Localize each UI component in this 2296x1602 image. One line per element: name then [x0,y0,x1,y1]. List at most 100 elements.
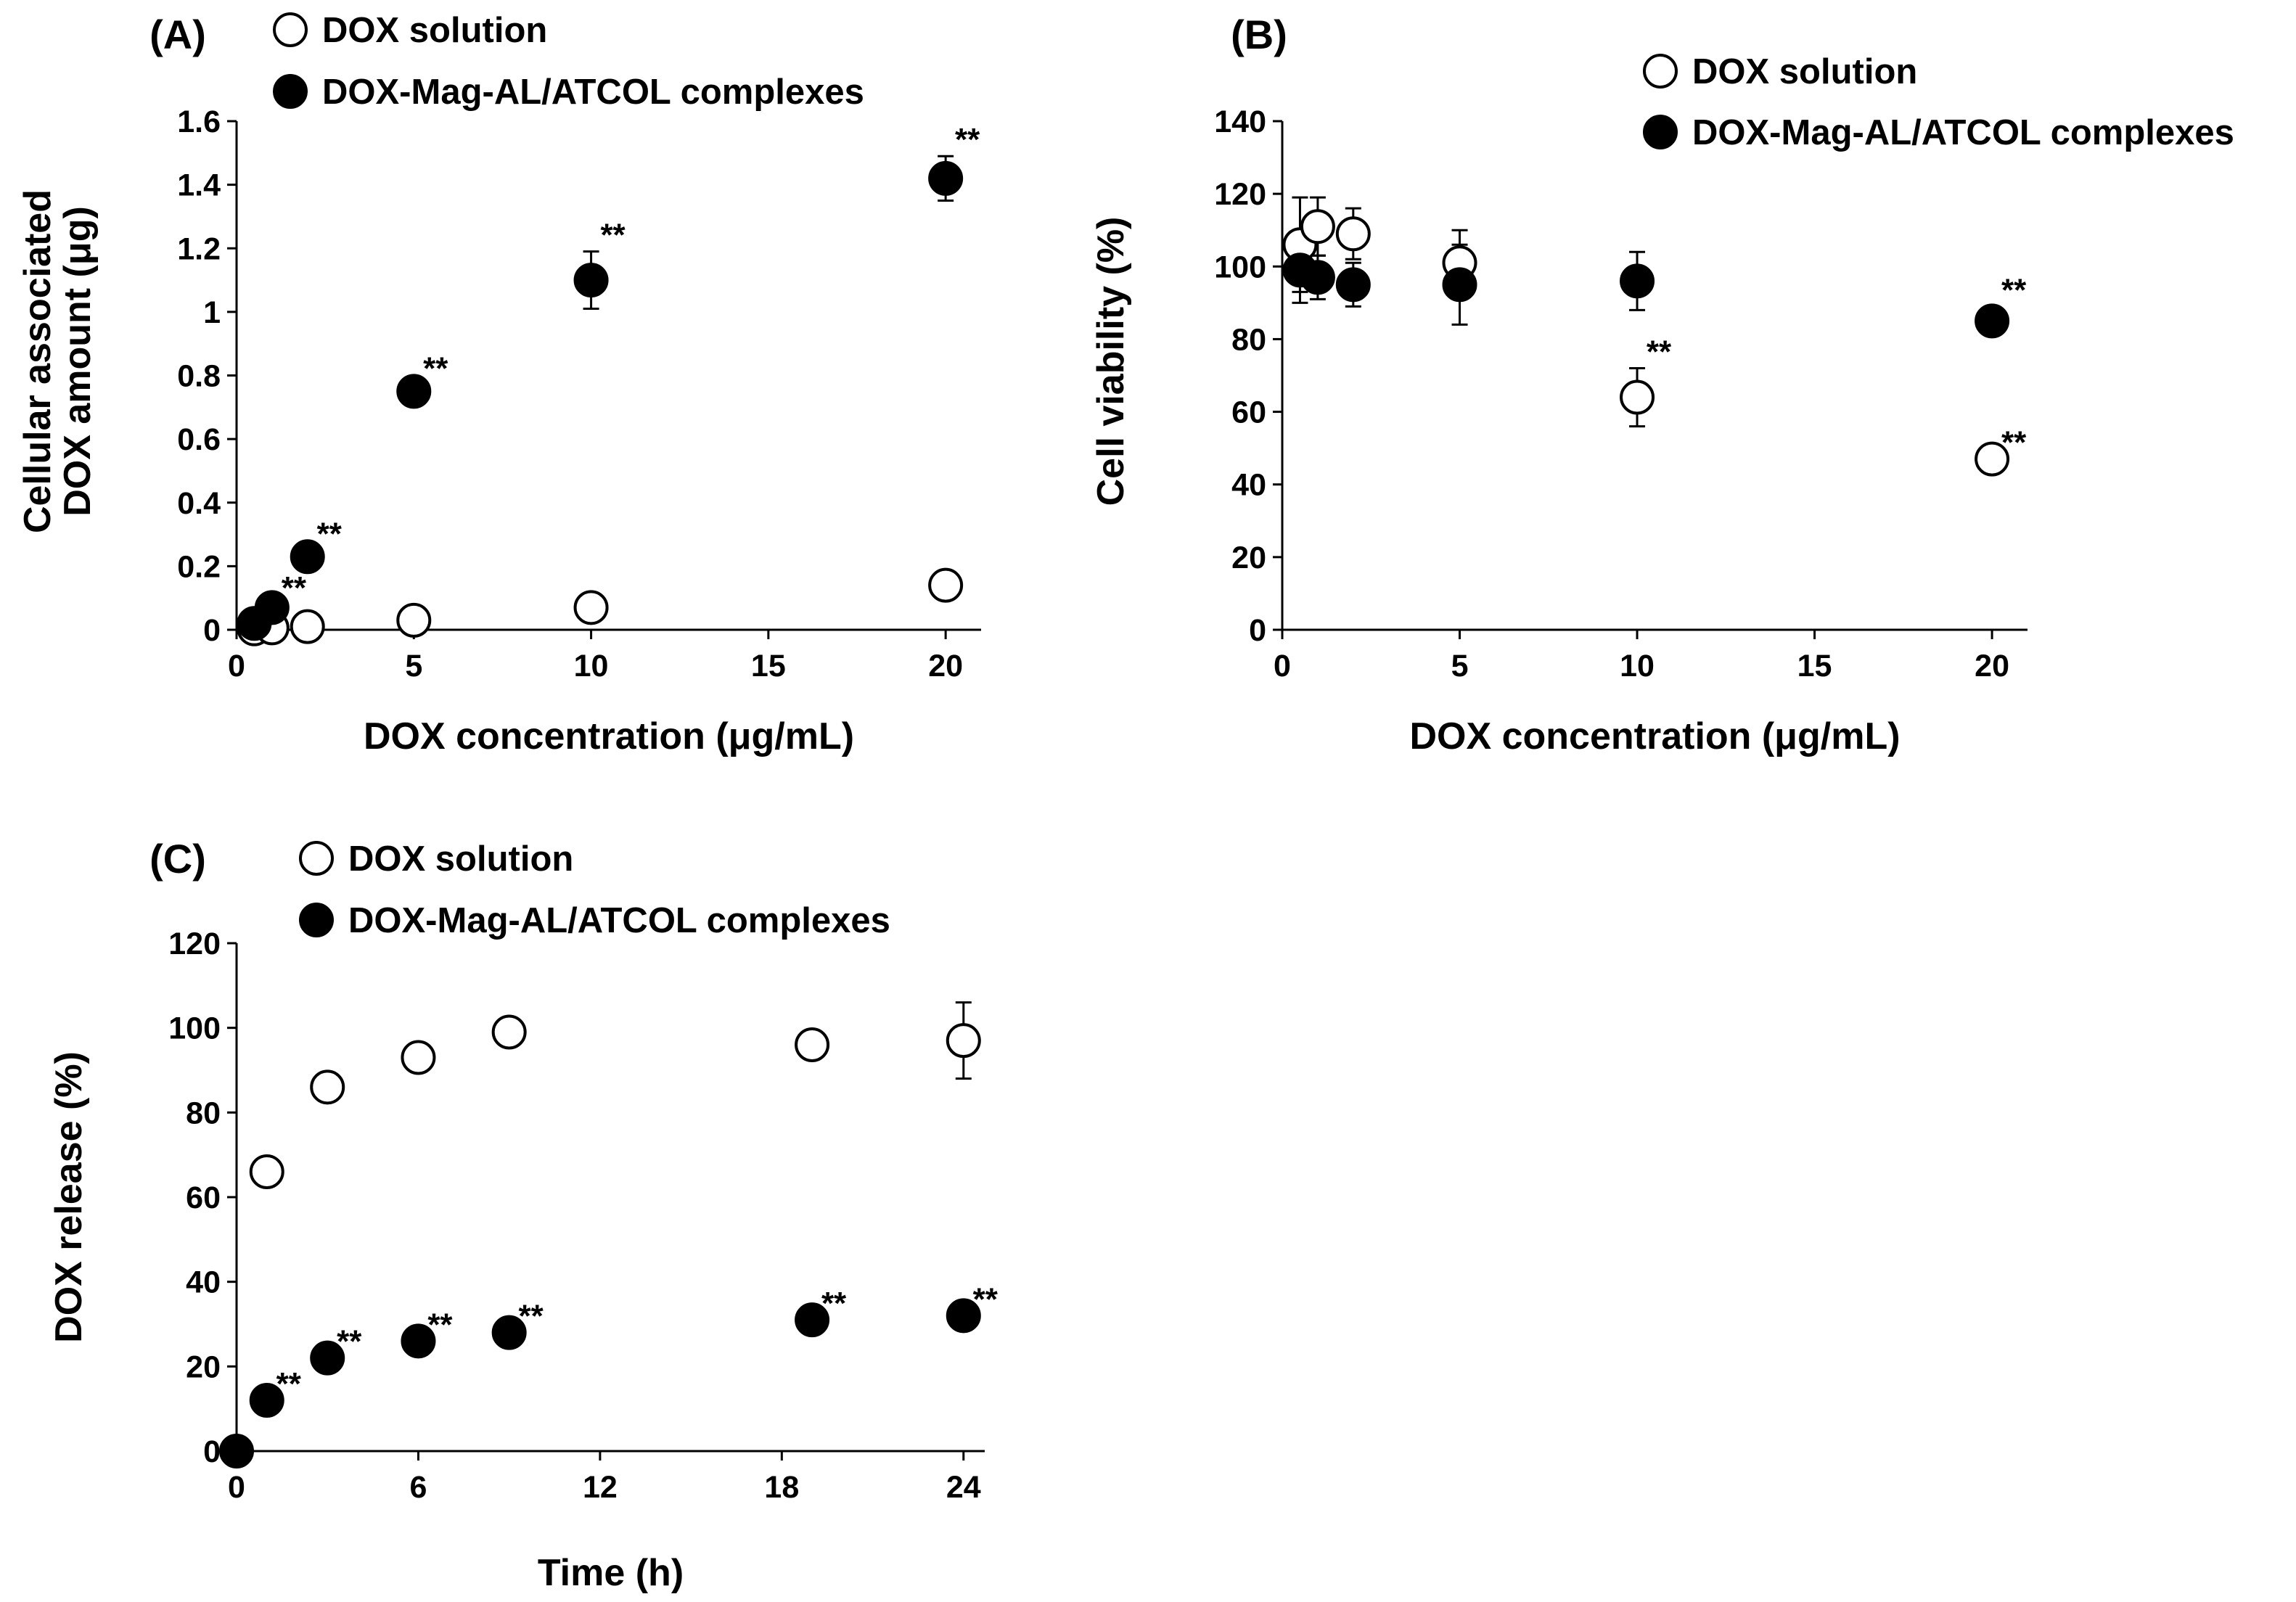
data-point-filled [1620,263,1655,299]
panel-label: (C) [149,836,206,882]
legend-label: DOX solution [348,839,573,879]
data-point-open [795,1027,830,1062]
y-tick-label: 1.2 [177,231,221,266]
x-tick-label: 12 [583,1470,618,1505]
x-axis-label: DOX concentration (μg/mL) [1409,715,1900,757]
legend-marker-open [1643,54,1678,89]
data-point-filled [491,1315,527,1350]
data-point-filled [1975,303,2010,339]
legend-label: DOX solution [1692,52,1917,91]
x-tick-label: 10 [1620,649,1655,683]
significance-label: ** [337,1324,362,1360]
x-tick-label: 5 [405,649,422,683]
y-tick-label: 1.4 [177,168,221,203]
legend-label: DOX solution [322,11,547,50]
data-point-open [249,1154,284,1189]
y-tick-label: 20 [1231,541,1266,575]
y-tick-label: 1.6 [177,104,221,139]
x-tick-label: 20 [1975,649,2009,683]
significance-label: ** [423,351,448,387]
significance-label: ** [2001,425,2027,461]
x-tick-label: 24 [946,1470,981,1505]
data-point-open [1335,216,1371,252]
significance-label: ** [600,218,626,253]
significance-label: ** [821,1286,847,1321]
legend-label: DOX-Mag-AL/ATCOL complexes [1692,113,2234,152]
data-point-open [310,1069,345,1105]
y-tick-label: 60 [186,1180,221,1215]
y-tick-label: 80 [186,1096,221,1130]
x-tick-label: 0 [228,1470,245,1505]
panel-label: (A) [149,12,206,57]
y-tick-label: 140 [1214,104,1266,139]
y-tick-label: 20 [186,1350,221,1384]
y-tick-label: 100 [168,1011,221,1046]
data-point-open [928,567,964,603]
legend-marker-open [299,841,334,876]
x-tick-label: 6 [409,1470,427,1505]
data-point-filled [396,374,432,409]
significance-label: ** [955,122,980,157]
x-tick-label: 20 [928,649,963,683]
y-axis-label: Cellular associated [17,189,59,533]
data-point-filled [573,263,609,298]
x-tick-label: 18 [764,1470,799,1505]
data-point-filled [219,1434,254,1468]
data-point-filled [310,1340,345,1376]
y-tick-label: 0 [1249,613,1266,648]
legend-marker-filled [273,74,308,109]
x-tick-label: 10 [574,649,609,683]
y-tick-label: 120 [168,927,221,961]
significance-label: ** [276,1366,302,1402]
data-point-open [491,1014,527,1050]
data-point-open [573,590,609,625]
y-tick-label: 40 [186,1265,221,1300]
data-point-open [290,609,325,644]
chart-panel-a: (A) 0 5 10 15 20 0 0.2 0.4 0.6 0.8 1 1.2 1.4 1.6 DOX co… [17,11,981,757]
data-point-open [401,1040,436,1075]
data-point-open [946,1023,981,1059]
data-point-filled [928,160,964,196]
data-point-filled [1442,267,1477,303]
legend-label: DOX-Mag-AL/ATCOL complexes [348,901,890,940]
significance-label: ** [427,1307,453,1342]
data-point-open [1620,379,1655,415]
significance-label: ** [519,1299,544,1334]
x-tick-label: 15 [1797,649,1832,683]
significance-label: ** [1647,334,1672,369]
y-tick-label: 0.8 [177,359,221,394]
y-axis-label: Cell viability (%) [1090,217,1132,506]
data-point-open [1300,209,1335,245]
y-tick-label: 100 [1214,250,1266,284]
data-point-filled [401,1323,436,1359]
x-tick-label: 15 [751,649,786,683]
data-point-filled [290,539,325,575]
legend-marker-filled [1643,115,1678,149]
y-tick-label: 1 [203,295,221,330]
y-tick-label: 0 [203,1434,221,1469]
y-tick-label: 0 [203,613,221,648]
y-tick-label: 80 [1231,322,1266,357]
y-tick-label: 120 [1214,177,1266,212]
significance-label: ** [2001,272,2027,308]
x-axis-label: Time (h) [538,1552,684,1594]
data-point-filled [1300,260,1335,295]
x-tick-label: 5 [1451,649,1469,683]
x-tick-label: 0 [228,649,245,683]
y-tick-label: 0.4 [177,486,221,521]
significance-label: ** [973,1281,999,1317]
significance-label: ** [317,516,343,551]
x-tick-label: 0 [1274,649,1291,683]
y-tick-label: 0.2 [177,549,221,584]
chart-panel-b: (B) 0 5 10 15 20 0 20 40 60 80 100 120 140 DOX concent… [1090,12,2234,757]
legend-marker-filled [299,903,334,937]
chart-panel-c: (C) 0 6 12 18 24 0 20 40 60 80 100 120 Time (h) DOX re… [48,836,999,1594]
data-point-open [396,602,432,638]
significance-label: ** [282,570,307,606]
panel-label: (B) [1231,12,1287,57]
y-tick-label: 40 [1231,468,1266,503]
data-point-filled [795,1302,830,1338]
data-point-filled [254,590,290,625]
y-tick-label: 60 [1231,395,1266,430]
